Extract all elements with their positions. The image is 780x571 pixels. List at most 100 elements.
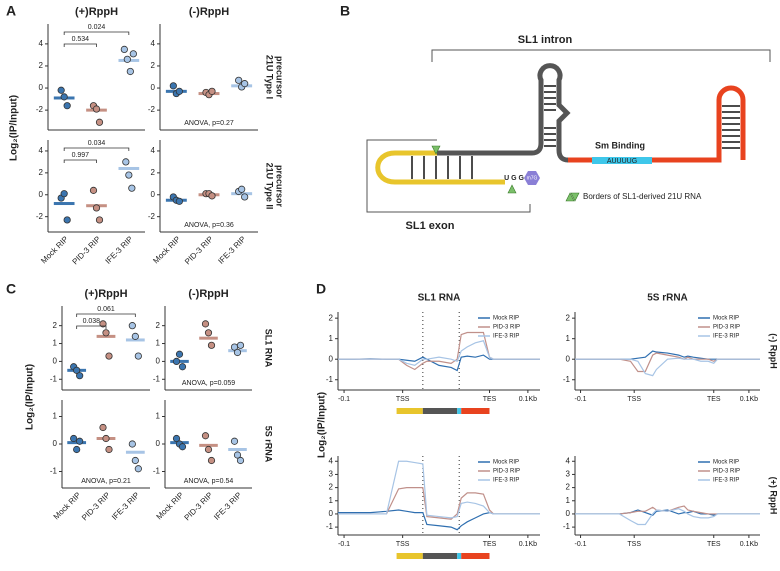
mean-bar: [228, 448, 247, 451]
y-tick-label: 1: [53, 339, 58, 348]
point: [134, 465, 142, 473]
x-tick-label: Mock RIP: [155, 491, 186, 522]
point: [76, 437, 84, 445]
point: [122, 158, 130, 166]
y-tick-label: 2: [566, 313, 571, 322]
y-tick-label: 0: [156, 357, 161, 366]
y-axis-label: Log₂(IP/Input): [317, 392, 328, 458]
y-tick-label: -1: [326, 522, 334, 531]
point: [131, 456, 139, 465]
y-tick-label: -1: [563, 522, 571, 531]
point: [172, 357, 181, 366]
y-tick-label: 0: [53, 357, 58, 366]
y-tick-label: 1: [329, 496, 334, 505]
legend-label: PID-3 RIP: [493, 325, 520, 331]
bracket: [76, 325, 107, 329]
mean-bar: [118, 166, 140, 170]
x-tick-label: 0.1Kb: [519, 541, 537, 548]
y-tick-label: 4: [39, 39, 44, 48]
annotation: ANOVA, p=0.059: [182, 380, 235, 387]
y-tick-label: 0: [151, 83, 156, 92]
point: [235, 76, 243, 84]
point: [208, 87, 216, 95]
point: [201, 320, 210, 328]
point: [236, 341, 245, 349]
y-tick-label: 2: [39, 168, 44, 177]
bracket: [63, 147, 130, 151]
y-tick-label: 2: [39, 61, 44, 70]
point: [134, 352, 142, 360]
point: [126, 67, 134, 76]
y-tick-label: -1: [153, 467, 161, 476]
y-tick-label: 4: [566, 456, 571, 465]
point: [125, 171, 133, 179]
legend-label: PID-3 RIP: [713, 325, 740, 331]
panel-letter: C: [6, 281, 16, 297]
region-bar: [457, 408, 462, 414]
y-tick-label: -2: [36, 105, 44, 114]
ugg-label: U G G: [504, 175, 524, 182]
point: [169, 82, 177, 90]
point: [178, 443, 187, 451]
point: [238, 185, 246, 193]
p-value: 0.038: [83, 318, 101, 325]
y-tick-label: 4: [151, 146, 156, 155]
point: [129, 50, 137, 58]
annotation: ANOVA, p=0.21: [81, 478, 131, 485]
x-tick-label: Mock RIP: [39, 235, 70, 266]
y-tick-label: 4: [39, 146, 44, 155]
x-tick-label: 0.1Kb: [740, 396, 758, 403]
region-bar: [461, 408, 490, 414]
y-tick-label: 1: [53, 412, 58, 421]
x-tick-label: IFE-3 RIP: [110, 491, 141, 522]
panel-letter: A: [6, 3, 16, 19]
legend-label: IFE-3 RIP: [713, 478, 739, 484]
row-label: precursor: [275, 165, 285, 208]
point: [73, 366, 81, 374]
border-marker: [507, 184, 517, 194]
point: [241, 80, 249, 88]
x-tick-label: TSS: [627, 541, 641, 548]
annotation: ANOVA, p=0.36: [184, 222, 234, 229]
y-axis-label: Log₂(IP/Input): [25, 364, 36, 430]
y-tick-label: 2: [566, 483, 571, 492]
y-tick-label: 1: [329, 334, 334, 343]
y-tick-label: 2: [329, 483, 334, 492]
x-tick-label: Mock RIP: [52, 491, 83, 522]
point: [175, 197, 183, 205]
border-legend: Borders of SL1-derived 21U RNA: [583, 192, 702, 201]
point: [123, 55, 131, 63]
point: [99, 320, 107, 328]
legend-label: Mock RIP: [493, 460, 519, 466]
legend-label: PID-3 RIP: [493, 469, 520, 475]
line: [575, 508, 760, 526]
annotation: ANOVA, p=0.27: [184, 120, 234, 127]
x-tick-label: TES: [483, 541, 497, 548]
chart-title: SL1 RNA: [418, 293, 461, 304]
line: [338, 460, 540, 519]
y-tick-label: 0: [566, 509, 571, 518]
region-bar: [422, 408, 458, 414]
p-value: 0.061: [97, 306, 115, 313]
x-tick-label: TES: [707, 396, 721, 403]
border-marker: [431, 145, 441, 155]
point: [201, 432, 210, 440]
point: [105, 445, 113, 454]
point: [105, 352, 113, 360]
row-label: 21U Type II: [265, 163, 275, 210]
y-tick-label: -2: [36, 212, 44, 221]
intron-bracket: [431, 49, 771, 62]
y-tick-label: 3: [566, 470, 571, 479]
point: [207, 456, 216, 465]
point: [70, 434, 78, 443]
point: [95, 118, 104, 126]
point: [57, 86, 65, 94]
row-label: precursor: [275, 56, 285, 99]
legend-label: IFE-3 RIP: [493, 478, 519, 484]
intron-stem: [437, 63, 571, 163]
chart-title: (-)RppH: [189, 6, 229, 18]
row-label: SL1 RNA: [264, 329, 274, 368]
x-tick-label: PID-3 RIP: [183, 491, 215, 523]
